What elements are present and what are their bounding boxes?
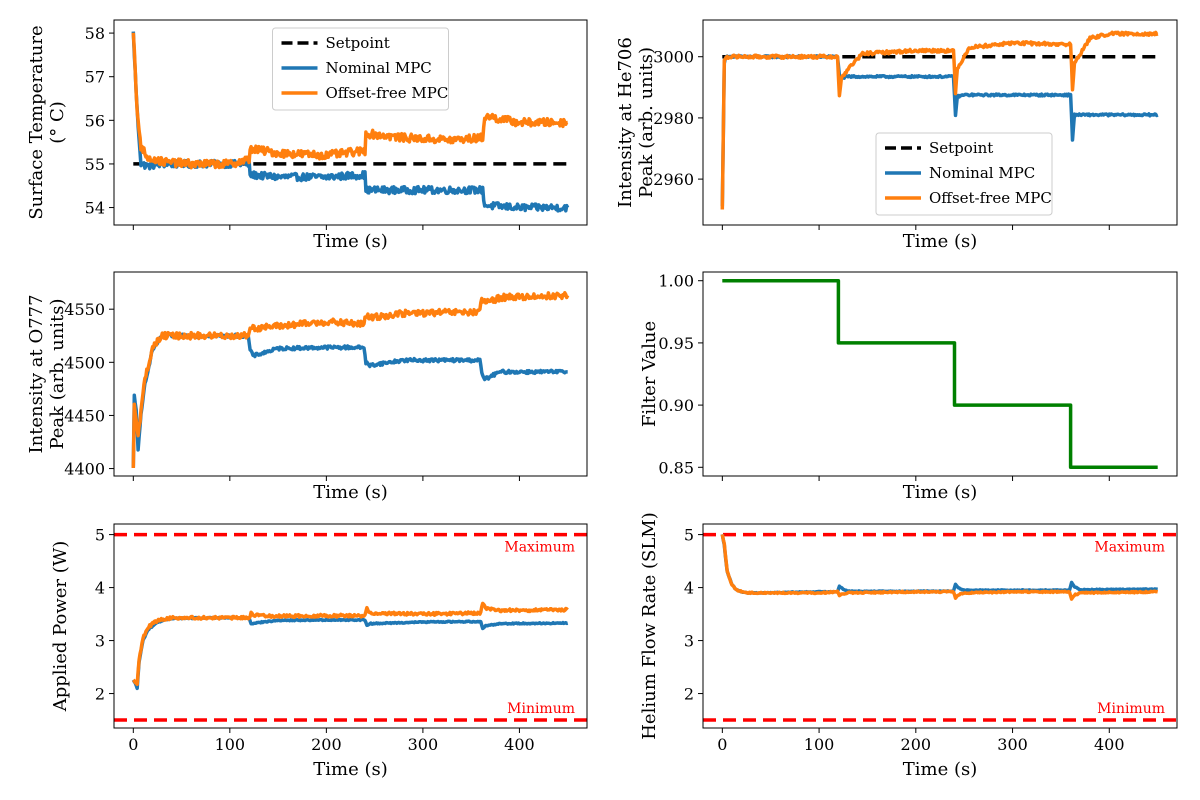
y-tick-label: 4400 (64, 460, 105, 479)
axes-frame (113, 19, 588, 226)
series-offset-free-mpc (720, 30, 1159, 210)
series-nominal-mpc (720, 534, 1159, 596)
y-tick-label: 2 (95, 685, 105, 704)
panel-o777: 4400 4450 4500 4550 Time (s) Intensity at O77… (26, 271, 588, 503)
panel-helium: Maximum Minimum 2 3 4 5 0 100 200 300 400 Time (s) H… (639, 512, 1178, 780)
x-tick-label: 0 (128, 735, 138, 754)
plot-area (131, 291, 570, 469)
y-tick-label: 5 (95, 526, 105, 545)
x-tick-label: 400 (1094, 735, 1125, 754)
axes-frame (702, 271, 1178, 477)
x-axis-label: Time (s) (313, 231, 388, 252)
legend-box (272, 27, 449, 111)
plot-area (703, 532, 1177, 722)
y-tick-label: 1.00 (658, 272, 694, 291)
y-axis-label: Filter Value (639, 321, 660, 427)
y-tick-label: 5 (684, 526, 694, 545)
series-nominal-mpc (131, 615, 569, 691)
plot-area (721, 278, 1159, 470)
series-offset-free-mpc (131, 32, 569, 170)
x-axis-label: Time (s) (313, 759, 388, 780)
y-tick-label: 2 (684, 685, 694, 704)
x-tick-label: 300 (997, 735, 1028, 754)
x-axis-label: Time (s) (903, 482, 978, 503)
x-axis-label: Time (s) (903, 231, 978, 252)
series-offset-free-mpc (132, 601, 569, 687)
y-tick-label: 3000 (653, 48, 694, 67)
legend-entry: Setpoint (326, 34, 390, 52)
legend: Setpoint Nominal MPC Offset-free MPC (875, 132, 1053, 216)
panel-surface_temp: 54 55 56 57 58 Time (s) Surface Temperature (° … (26, 19, 588, 252)
y-tick-label: 58 (85, 24, 105, 43)
axes-frame (702, 523, 1178, 729)
y-axis-label: Intensity at O777 (26, 294, 47, 453)
y-tick-label: 0.90 (658, 396, 694, 415)
legend-entry: Nominal MPC (929, 164, 1035, 182)
y-tick-label: 4500 (64, 353, 105, 372)
panel-filter: 0.85 0.90 0.95 1.00 Time (s) Filter Value (639, 271, 1178, 503)
y-axis-label: Intensity at He706 (615, 37, 636, 208)
x-tick-label: 100 (215, 735, 246, 754)
y-axis-label: Surface Temperature (26, 25, 47, 219)
y-tick-label: 55 (85, 155, 105, 174)
limit-label-minimum: Minimum (507, 701, 575, 717)
x-tick-label: 300 (408, 735, 439, 754)
panel-he706: 2960 2980 3000 Time (s) Intensity at He706 Pe… (615, 19, 1178, 252)
x-tick-label: 400 (504, 735, 535, 754)
series-offset-free-mpc (720, 534, 1159, 601)
y-tick-label: 0.95 (658, 334, 694, 353)
y-axis-label: Helium Flow Rate (SLM) (639, 512, 660, 740)
y-axis-label: Peak (arb. units) (47, 298, 68, 449)
series-filter (721, 278, 1159, 470)
y-tick-label: 4 (684, 579, 694, 598)
y-tick-label: 0.85 (658, 458, 694, 477)
y-tick-label: 2980 (653, 109, 694, 128)
x-tick-label: 200 (311, 735, 342, 754)
axes-frame (113, 271, 588, 477)
y-tick-label: 2960 (653, 170, 694, 189)
legend-entry: Offset-free MPC (326, 84, 449, 102)
y-tick-label: 57 (85, 68, 105, 87)
y-tick-label: 56 (85, 111, 105, 130)
legend-entry: Setpoint (929, 139, 993, 157)
x-axis-label: Time (s) (313, 482, 388, 503)
x-tick-label: 200 (901, 735, 932, 754)
y-tick-label: 3 (684, 632, 694, 651)
plot-area (131, 31, 570, 213)
series-offset-free-mpc (131, 291, 570, 469)
axes-frame (702, 19, 1178, 226)
y-axis-label: (° C) (47, 101, 68, 144)
limit-label-maximum: Maximum (1094, 540, 1165, 556)
limit-label-minimum: Minimum (1097, 701, 1165, 717)
axes-frame (113, 523, 588, 729)
y-tick-label: 3 (95, 632, 105, 651)
y-tick-label: 4550 (64, 300, 105, 319)
legend: Setpoint Nominal MPC Offset-free MPC (272, 27, 449, 111)
series-nominal-mpc (131, 332, 569, 468)
y-tick-label: 54 (85, 199, 105, 218)
y-axis-label: Peak (arb. units) (636, 47, 657, 198)
legend-entry: Nominal MPC (326, 59, 432, 77)
plot-area (114, 532, 587, 722)
legend-box (875, 132, 1053, 216)
legend-entry: Offset-free MPC (929, 189, 1052, 207)
x-tick-label: 100 (804, 735, 835, 754)
y-tick-label: 4450 (64, 406, 105, 425)
y-axis-label: Applied Power (W) (50, 541, 71, 713)
y-tick-label: 4 (95, 579, 105, 598)
x-tick-label: 0 (717, 735, 727, 754)
limit-label-maximum: Maximum (504, 540, 575, 556)
panel-power: Maximum Minimum 2 3 4 5 0 100 200 300 400 Time (s) A… (50, 523, 588, 780)
x-axis-label: Time (s) (903, 759, 978, 780)
plot-area (720, 30, 1159, 210)
